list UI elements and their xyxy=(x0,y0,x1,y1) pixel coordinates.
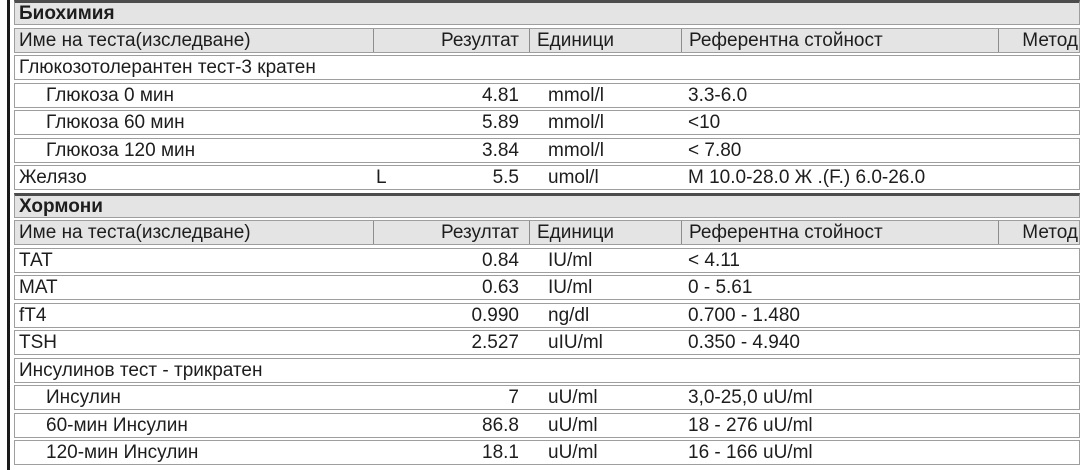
reference-value: 0.700 - 1.480 xyxy=(688,304,800,326)
table-row: Инсулин 7 uU/ml 3,0-25,0 uU/ml xyxy=(14,385,1080,410)
column-header-row: Име на теста(изследване) Резултат Единици Р… xyxy=(14,220,1080,245)
table-row: TSH 2.527 uIU/ml 0.350 - 4.940 xyxy=(14,330,1080,355)
table-row: МАТ 0.63 IU/ml 0 - 5.61 xyxy=(14,275,1080,300)
reference-value: 3.3-6.0 xyxy=(688,84,748,106)
section-title: Хормони xyxy=(19,195,103,217)
test-name: fT4 xyxy=(19,304,47,326)
result-value: 4.81 xyxy=(482,84,519,106)
test-group-row: Глюкозотолерантен тест-3 кратен xyxy=(14,55,1080,80)
units-value: umol/l xyxy=(548,167,599,188)
table-row: Глюкоза 120 мин 3.84 mmol/l < 7.80 xyxy=(14,137,1080,163)
test-group-name: Инсулинов тест - трикратен xyxy=(19,359,263,381)
column-header-row: Име на теста(изследване) Резултат Единици Р… xyxy=(14,27,1080,53)
result-value: 2.527 xyxy=(471,332,519,353)
units-value: ng/dl xyxy=(548,304,590,326)
column-header-method: Метод xyxy=(998,28,1079,52)
column-header-method: Метод xyxy=(998,221,1079,244)
units-value: uU/ml xyxy=(548,387,598,408)
result-value: 3.84 xyxy=(482,139,519,161)
section-title: Биохимия xyxy=(19,3,115,24)
column-header-name: Име на теста(изследване) xyxy=(19,222,251,243)
section-header-row: Хормони xyxy=(14,192,1080,218)
test-name: ТАТ xyxy=(19,249,53,271)
left-edge-bar xyxy=(7,0,10,470)
column-header-units: Единици xyxy=(529,221,681,244)
units-value: IU/ml xyxy=(548,277,593,298)
column-header-name: Име на теста(изследване) xyxy=(19,29,251,51)
units-value: uU/ml xyxy=(548,442,598,463)
units-value: mmol/l xyxy=(548,139,604,161)
table-row: 120-мин Инсулин 18.1 uU/ml 16 - 166 uU/ml xyxy=(14,440,1080,465)
column-header-reference: Референтна стойност xyxy=(681,221,998,244)
reference-value: 3,0-25,0 uU/ml xyxy=(688,387,813,408)
table-row: 60-мин Инсулин 86.8 uU/ml 18 - 276 uU/ml xyxy=(14,412,1080,438)
test-name: TSH xyxy=(19,332,57,353)
units-value: mmol/l xyxy=(548,84,604,106)
result-value: 5.89 xyxy=(482,112,519,133)
reference-value: 18 - 276 uU/ml xyxy=(688,414,813,436)
table-row: Глюкоза 0 мин 4.81 mmol/l 3.3-6.0 xyxy=(14,82,1080,108)
test-name: Желязо xyxy=(19,167,87,188)
units-value: mmol/l xyxy=(548,112,604,133)
result-value: 7 xyxy=(508,387,519,408)
result-flag: L xyxy=(376,167,387,188)
reference-value: <10 xyxy=(688,112,721,133)
test-name: Глюкоза 60 мин xyxy=(46,112,185,133)
test-name: МАТ xyxy=(19,277,58,298)
column-header-result: Резултат xyxy=(373,28,529,52)
test-name: Инсулин xyxy=(46,387,121,408)
table-row: ТАТ 0.84 IU/ml < 4.11 xyxy=(14,247,1080,273)
units-value: IU/ml xyxy=(548,249,593,271)
units-value: uIU/ml xyxy=(548,332,603,353)
column-header-units: Единици xyxy=(529,28,681,52)
table-row: Глюкоза 60 мин 5.89 mmol/l <10 xyxy=(14,110,1080,135)
reference-value: < 4.11 xyxy=(688,249,740,271)
reference-value: < 7.80 xyxy=(688,139,742,161)
test-group-name: Глюкозотолерантен тест-3 кратен xyxy=(19,57,316,78)
reference-value: 0 - 5.61 xyxy=(688,277,753,298)
column-header-reference: Референтна стойност xyxy=(681,28,998,52)
section-header-row: Биохимия xyxy=(14,0,1080,25)
table-row: fT4 0.990 ng/dl 0.700 - 1.480 xyxy=(14,302,1080,328)
test-group-row: Инсулинов тест - трикратен xyxy=(14,357,1080,383)
test-name: 120-мин Инсулин xyxy=(46,442,199,463)
units-value: uU/ml xyxy=(548,414,598,436)
result-value: 0.63 xyxy=(482,277,519,298)
test-name: Глюкоза 0 мин xyxy=(46,84,175,106)
result-value: 86.8 xyxy=(482,414,519,436)
reference-value: 0.350 - 4.940 xyxy=(688,332,800,353)
result-value: 5.5 xyxy=(492,167,519,188)
reference-value: М 10.0-28.0 Ж .(F.) 6.0-26.0 xyxy=(688,167,926,188)
result-value: 0.990 xyxy=(471,304,519,326)
test-name: Глюкоза 120 мин xyxy=(46,139,196,161)
reference-value: 16 - 166 uU/ml xyxy=(688,442,813,463)
column-header-result: Резултат xyxy=(373,221,529,244)
result-value: 0.84 xyxy=(482,249,519,271)
result-value: 18.1 xyxy=(482,442,519,463)
lab-table: Биохимия Име на теста(изследване) Резултат… xyxy=(14,0,1080,468)
table-row: Желязо L 5.5 umol/l М 10.0-28.0 Ж .(F.) 6.0-… xyxy=(14,165,1080,190)
test-name: 60-мин Инсулин xyxy=(46,414,188,436)
